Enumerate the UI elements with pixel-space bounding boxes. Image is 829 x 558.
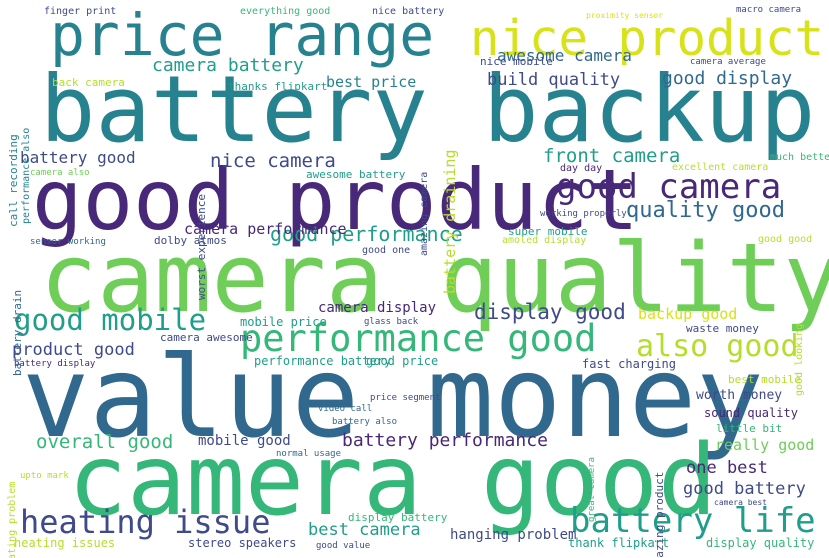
word-display-good: display good bbox=[474, 300, 626, 324]
word-display-battery: display quality bbox=[706, 536, 815, 550]
word-video-call: price segment bbox=[370, 393, 441, 403]
word-best-mobile: little bit bbox=[716, 422, 783, 435]
word-battery-life: battery life bbox=[570, 501, 816, 541]
word-good-value: upto mark bbox=[20, 471, 69, 481]
word-fast-charging: performance battery bbox=[254, 354, 392, 368]
word-value-money: value money bbox=[22, 333, 764, 463]
word-battery-backup: battery backup bbox=[40, 56, 816, 163]
word-good-performance: good performance bbox=[270, 222, 463, 246]
word-best-camera: best camera bbox=[308, 520, 421, 540]
word-amazing-product: amazing product bbox=[653, 471, 666, 558]
word-product-good: product good bbox=[12, 340, 135, 360]
word-price-range: price range bbox=[50, 1, 435, 69]
word-nice-camera: nice camera bbox=[210, 150, 336, 172]
word-finger-print: back camera bbox=[52, 76, 125, 89]
word-normal-usage: battery also bbox=[332, 417, 398, 427]
word-proximity-sensor: nice battery bbox=[372, 6, 445, 17]
word-overall-good: overall good bbox=[36, 431, 174, 453]
word-good-looking: good looking bbox=[794, 323, 805, 396]
word-front-camera: front camera bbox=[543, 145, 681, 167]
word-good-price: battery draining bbox=[441, 149, 459, 295]
word-worth-money: worth money bbox=[696, 388, 783, 403]
word-one-best: one best bbox=[686, 458, 768, 478]
word-good-product: good product bbox=[32, 151, 639, 249]
word-super-mobile: dolby atmos bbox=[154, 234, 227, 247]
word-awesome-camera: awesome camera bbox=[497, 46, 632, 65]
word-call-recording: call recording bbox=[7, 134, 20, 227]
word-amazing-camera: amazing camera bbox=[419, 171, 430, 256]
word-macro-camera: proximity sensor bbox=[586, 11, 664, 20]
word-nice-mobile: super mobile bbox=[508, 225, 588, 238]
word-battery-also: video call bbox=[318, 404, 373, 414]
word-dolby-atmos: camera awesome bbox=[160, 331, 253, 344]
word-build-quality: build quality bbox=[487, 70, 621, 90]
word-performance-also: performance also bbox=[21, 127, 32, 224]
word-performance-good: performance good bbox=[240, 317, 597, 360]
word-heating-issue: heating issue bbox=[20, 503, 271, 541]
word-price-segment: battery display bbox=[14, 359, 96, 369]
word-display-quality: thank flipkart bbox=[568, 536, 670, 550]
word-day-day: much better bbox=[770, 152, 829, 163]
word-much-better: excellent camera bbox=[672, 162, 769, 173]
word-battery-good: battery good bbox=[20, 148, 136, 167]
word-really-good: really good bbox=[715, 436, 815, 454]
word-great-camera: great camera bbox=[587, 456, 597, 522]
word-good-one: good good bbox=[758, 234, 813, 245]
word-camera-quality: camera quality bbox=[40, 224, 829, 334]
word-everything-good: finger print bbox=[44, 6, 117, 17]
word-best-price: best price bbox=[326, 73, 417, 91]
word-sensor-working: working properly bbox=[540, 209, 627, 219]
word-backup-good: backup good bbox=[638, 305, 738, 323]
word-working-properly: camera also bbox=[30, 168, 90, 178]
word-upto-mark: normal usage bbox=[276, 449, 342, 459]
word-camera-best: good value bbox=[316, 541, 371, 551]
word-mobile-good: mobile good bbox=[198, 433, 291, 449]
word-quality-good: quality good bbox=[626, 198, 785, 223]
word-battery-drain: battery drain bbox=[11, 289, 24, 376]
word-camera-average: macro camera bbox=[736, 5, 802, 15]
word-amoled-display: sensor working bbox=[30, 237, 106, 247]
word-stereo-speakers: fast charging bbox=[582, 357, 676, 371]
word-glass-back: good one bbox=[362, 245, 411, 256]
word-camera-performance: camera performance bbox=[184, 220, 347, 238]
word-good-good: amoled display bbox=[502, 235, 587, 246]
word-good-camera: good camera bbox=[556, 167, 782, 207]
word-camera-display: camera display bbox=[318, 300, 437, 316]
word-good-mobile: good mobile bbox=[14, 303, 207, 337]
word-awesome-battery: day day bbox=[560, 163, 603, 174]
word-good-display: good display bbox=[662, 68, 793, 89]
word-thanks-flipkart: nice mobile bbox=[480, 55, 553, 68]
word-hanging-problem: hanging problem bbox=[450, 527, 577, 543]
word-heating-problem: heating problem bbox=[7, 481, 18, 558]
word-battery-performance: battery performance bbox=[342, 430, 548, 451]
word-camera-good: camera good bbox=[68, 424, 718, 538]
word-battery-display: glass back bbox=[364, 317, 419, 327]
word-battery-draining: camera best bbox=[714, 498, 767, 507]
word-camera-also: awesome battery bbox=[306, 168, 406, 181]
word-performance-battery: good price bbox=[366, 354, 439, 368]
word-back-camera: thanks flipkart bbox=[228, 80, 328, 93]
word-waste-money: mobile price bbox=[240, 315, 327, 329]
word-mobile-price: best mobile bbox=[728, 373, 801, 386]
word-heating-issues: stereo speakers bbox=[188, 536, 297, 550]
word-little-bit: sound quality bbox=[704, 406, 798, 420]
word-also-good: also good bbox=[636, 329, 799, 364]
word-thank-flipkart: heating issues bbox=[14, 536, 116, 550]
word-worst-experience: worst experience bbox=[195, 194, 208, 300]
word-camera-battery: camera battery bbox=[152, 55, 304, 76]
word-sound-quality: display battery bbox=[348, 511, 448, 524]
word-nice-battery: everything good bbox=[240, 6, 331, 17]
word-good-battery: good battery bbox=[683, 479, 806, 499]
word-excellent-camera: camera average bbox=[690, 57, 766, 67]
word-nice-product: nice product bbox=[470, 10, 825, 67]
word-camera-awesome: waste money bbox=[686, 322, 759, 335]
